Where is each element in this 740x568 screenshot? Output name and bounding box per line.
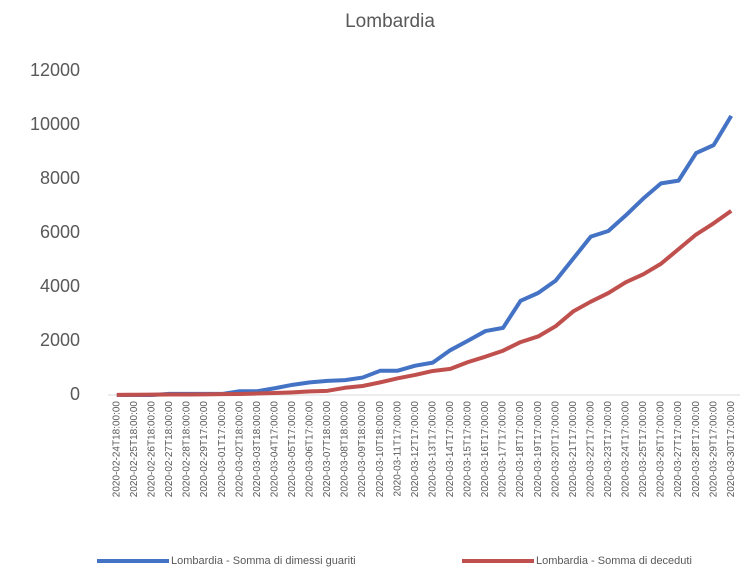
x-tick-label: 2020-03-20T17:00:00 — [550, 401, 561, 498]
x-tick-label: 2020-03-03T18:00:00 — [252, 401, 263, 498]
y-tick-label: 4000 — [40, 276, 80, 296]
x-tick-label: 2020-03-07T18:00:00 — [322, 401, 333, 498]
x-tick-label: 2020-03-25T17:00:00 — [638, 401, 649, 498]
x-tick-label: 2020-02-28T18:00:00 — [182, 401, 193, 498]
x-tick-label: 2020-02-29T17:00:00 — [199, 401, 210, 498]
line-series — [116, 209, 733, 397]
x-tick-label: 2020-03-15T17:00:00 — [463, 401, 474, 498]
y-tick-label: 10000 — [30, 114, 80, 134]
y-tick-label: 2000 — [40, 330, 80, 350]
x-tick-label: 2020-03-14T17:00:00 — [445, 401, 456, 498]
line-series — [116, 114, 733, 397]
x-tick-label: 2020-02-24T18:00:00 — [111, 401, 122, 498]
x-tick-label: 2020-02-27T18:00:00 — [164, 401, 175, 498]
x-tick-label: 2020-03-01T17:00:00 — [217, 401, 228, 498]
x-tick-label: 2020-03-24T17:00:00 — [621, 401, 632, 498]
x-tick-label: 2020-02-26T18:00:00 — [147, 401, 158, 498]
y-tick-label: 8000 — [40, 168, 80, 188]
legend-label: Lombardia - Somma di dimessi guariti — [171, 555, 356, 567]
x-tick-label: 2020-03-29T17:00:00 — [708, 401, 719, 498]
x-tick-label: 2020-03-04T17:00:00 — [269, 401, 280, 498]
x-tick-label: 2020-03-06T17:00:00 — [305, 401, 316, 498]
y-tick-label: 6000 — [40, 222, 80, 242]
x-tick-label: 2020-03-16T17:00:00 — [480, 401, 491, 498]
x-tick-label: 2020-03-28T17:00:00 — [691, 401, 702, 498]
x-tick-label: 2020-03-22T17:00:00 — [585, 401, 596, 498]
x-tick-label: 2020-03-17T17:00:00 — [498, 401, 509, 498]
x-tick-label: 2020-03-26T17:00:00 — [656, 401, 667, 498]
x-tick-label: 2020-03-12T17:00:00 — [410, 401, 421, 498]
x-tick-label: 2020-03-27T17:00:00 — [673, 401, 684, 498]
x-tick-label: 2020-03-05T17:00:00 — [287, 401, 298, 498]
x-tick-label: 2020-03-21T17:00:00 — [568, 401, 579, 498]
x-tick-label: 2020-03-30T17:00:00 — [726, 401, 737, 498]
x-tick-label: 2020-03-18T17:00:00 — [515, 401, 526, 498]
x-tick-label: 2020-03-09T18:00:00 — [357, 401, 368, 498]
x-tick-label: 2020-03-02T18:00:00 — [234, 401, 245, 498]
y-tick-label: 0 — [70, 384, 80, 404]
x-tick-label: 2020-03-19T17:00:00 — [533, 401, 544, 498]
x-tick-label: 2020-03-08T18:00:00 — [340, 401, 351, 498]
x-tick-label: 2020-03-11T17:00:00 — [392, 401, 403, 497]
x-tick-label: 2020-02-25T18:00:00 — [129, 401, 140, 498]
chart-title: Lombardia — [345, 11, 435, 32]
y-tick-label: 12000 — [30, 60, 80, 80]
x-tick-label: 2020-03-23T17:00:00 — [603, 401, 614, 498]
x-tick-label: 2020-03-13T17:00:00 — [427, 401, 438, 498]
x-tick-label: 2020-03-10T18:00:00 — [375, 401, 386, 498]
legend-label: Lombardia - Somma di deceduti — [536, 555, 692, 567]
